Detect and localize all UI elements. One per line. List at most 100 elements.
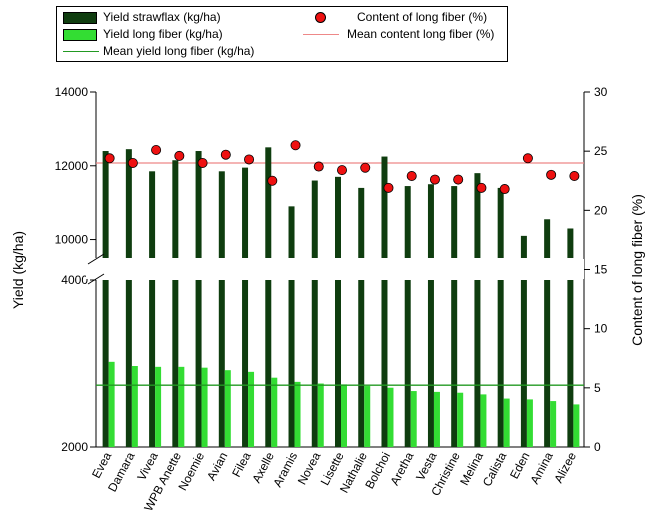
strawflax-bar	[195, 151, 202, 258]
content-point	[267, 175, 278, 186]
longfiber-bar	[457, 392, 464, 447]
longfiber-bar	[155, 366, 162, 447]
content-point	[406, 171, 417, 182]
strawflax-bar	[335, 176, 341, 258]
strawflax-bar	[544, 219, 551, 258]
y-left-tick-label: 14000	[55, 85, 89, 99]
x-tick-label: Avian	[204, 450, 230, 483]
strawflax-bar-lower	[497, 280, 504, 447]
content-point	[499, 184, 510, 195]
strawflax-bar-lower	[358, 280, 365, 447]
x-tick-label: Aretha	[387, 450, 416, 488]
strawflax-bar-lower	[102, 280, 109, 447]
longfiber-bar	[341, 384, 347, 447]
legend-swatch-longfiber	[63, 29, 97, 41]
strawflax-bar-lower	[149, 280, 156, 447]
y-right-tick-label: 20	[594, 203, 608, 217]
legend-label-mean-yield: Mean yield long fiber (kg/ha)	[103, 44, 255, 58]
content-point	[429, 174, 440, 185]
content-point	[546, 169, 557, 180]
y-left-tick-label: 4000	[61, 273, 88, 287]
legend-label-longfiber: Yield long fiber (kg/ha)	[103, 27, 223, 41]
strawflax-bar-lower	[218, 280, 225, 447]
content-point	[313, 161, 324, 172]
longfiber-bar	[550, 401, 557, 447]
strawflax-bar	[149, 171, 156, 258]
legend-label-mean-content: Mean content long fiber (%)	[347, 27, 495, 41]
content-point	[220, 149, 231, 160]
y-right-tick-label: 0	[594, 440, 601, 454]
strawflax-bar	[242, 167, 249, 258]
strawflax-bar	[404, 186, 411, 258]
content-point	[383, 182, 394, 193]
legend-label-strawflax: Yield strawflax (kg/ha)	[103, 10, 221, 24]
x-tick-label: Alizee	[551, 450, 579, 486]
longfiber-bar	[224, 370, 231, 447]
content-point	[569, 171, 580, 182]
strawflax-bar	[311, 180, 318, 258]
strawflax-bar-lower	[288, 280, 295, 447]
strawflax-bar	[520, 235, 527, 258]
strawflax-bar-lower	[335, 280, 341, 447]
strawflax-bar	[358, 187, 365, 258]
strawflax-bar	[474, 173, 481, 258]
content-point	[476, 182, 487, 193]
axis-break-gap	[86, 259, 584, 279]
longfiber-bar	[317, 383, 324, 447]
y-right-tick-label: 5	[594, 381, 601, 395]
strawflax-bar-lower	[520, 280, 527, 447]
longfiber-bar	[480, 394, 487, 447]
longfiber-bar	[410, 391, 417, 447]
chart-legend: Yield strawflax (kg/ha) Yield long fiber…	[56, 6, 508, 62]
content-point	[151, 144, 162, 155]
strawflax-bar	[102, 151, 109, 258]
y-right-tick-label: 30	[594, 85, 608, 99]
y-right-tick-label: 15	[594, 263, 608, 277]
strawflax-bar	[265, 147, 272, 258]
strawflax-bar-lower	[567, 280, 574, 447]
strawflax-bar-lower	[381, 280, 388, 447]
strawflax-bar-lower	[242, 280, 249, 447]
content-point	[522, 153, 533, 164]
legend-line-mean-yield	[63, 51, 99, 52]
strawflax-bar-lower	[172, 280, 179, 447]
strawflax-bar-lower	[195, 280, 202, 447]
content-point	[127, 157, 138, 168]
longfiber-bar	[271, 377, 278, 447]
y-left-tick-label: 12000	[55, 159, 89, 173]
longfiber-bar	[131, 366, 138, 447]
legend-marker-content	[315, 12, 326, 23]
strawflax-bar	[288, 206, 295, 258]
strawflax-bar-lower	[544, 280, 551, 447]
longfiber-bar	[201, 367, 208, 447]
y-left-tick-label: 10000	[55, 233, 89, 247]
longfiber-bar	[433, 391, 440, 447]
content-point	[290, 140, 301, 151]
strawflax-bar-lower	[125, 280, 132, 447]
strawflax-bar-lower	[427, 280, 434, 447]
y-right-tick-label: 10	[594, 322, 608, 336]
strawflax-bar	[218, 171, 225, 258]
longfiber-bar	[364, 386, 371, 447]
y-left-tick-label: 2000	[61, 440, 88, 454]
y-right-tick-label: 25	[594, 144, 608, 158]
x-tick-label: Amina	[527, 450, 555, 487]
axis-break-mark	[87, 253, 105, 265]
content-point	[360, 162, 371, 173]
content-point	[174, 150, 185, 161]
strawflax-bar	[172, 160, 179, 258]
longfiber-bar	[503, 398, 510, 447]
legend-swatch-strawflax	[63, 12, 97, 24]
strawflax-bar	[427, 184, 434, 258]
longfiber-bar	[294, 381, 301, 447]
strawflax-bar	[381, 156, 388, 258]
content-point	[244, 154, 255, 165]
longfiber-bar	[108, 361, 115, 447]
strawflax-bar-lower	[474, 280, 481, 447]
content-point	[336, 165, 347, 176]
longfiber-bar	[178, 366, 185, 447]
longfiber-bar	[526, 399, 533, 447]
content-point	[197, 157, 208, 168]
strawflax-bar	[497, 187, 504, 258]
